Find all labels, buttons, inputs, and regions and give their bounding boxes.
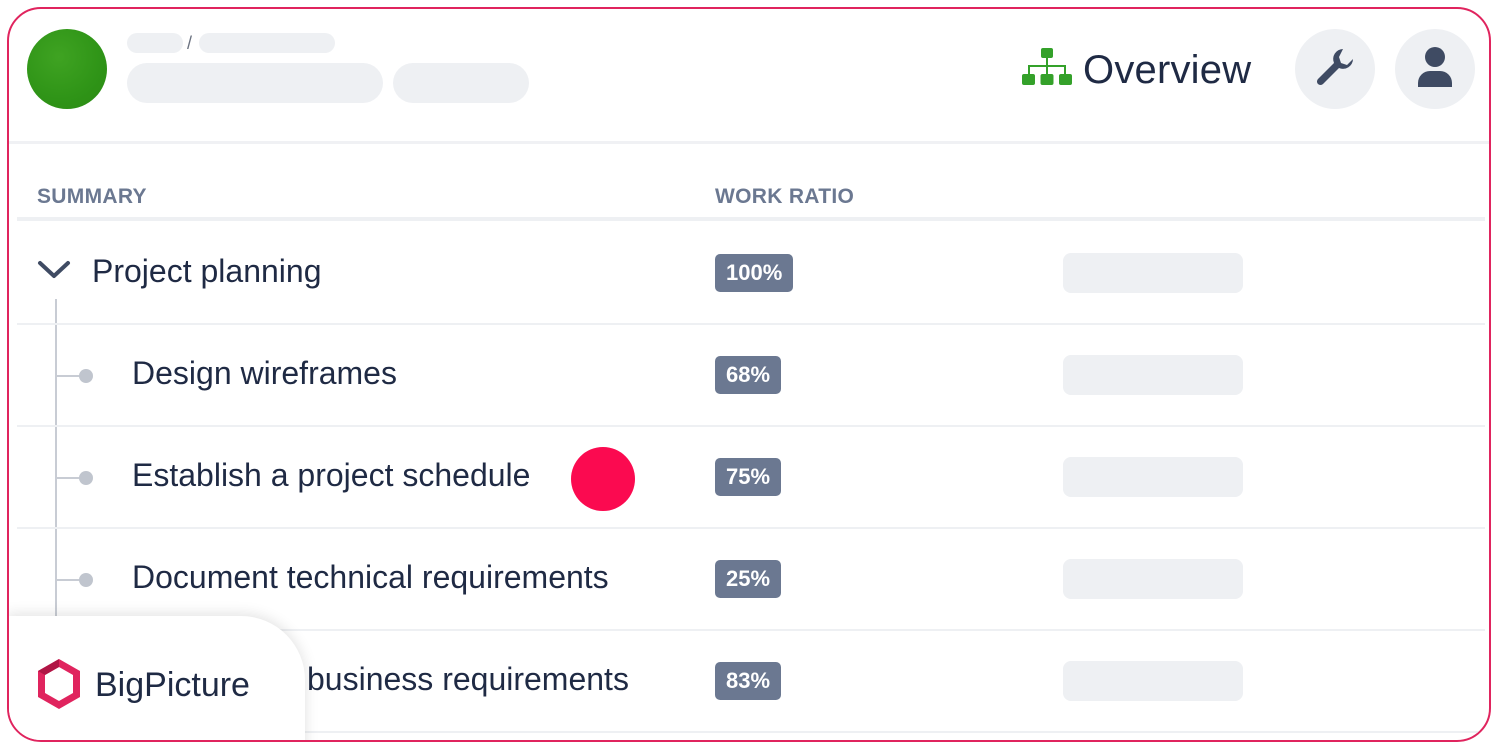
row-title[interactable]: Establish a project schedule	[132, 457, 531, 493]
progress-placeholder	[1063, 253, 1243, 293]
table-row[interactable]: Document technical requirements 25%	[17, 529, 1485, 631]
column-header-work-ratio[interactable]: WORK RATIO	[715, 185, 855, 208]
work-ratio-badge: 68%	[715, 356, 782, 394]
brand-name: BigPicture	[95, 665, 250, 704]
row-title[interactable]: business requirements	[307, 661, 629, 697]
progress-placeholder	[1063, 559, 1243, 599]
settings-button[interactable]	[1295, 29, 1375, 109]
table-row[interactable]: Design wireframes 68%	[17, 325, 1485, 427]
work-ratio-badge: 75%	[715, 458, 782, 496]
breadcrumb-placeholder-1[interactable]	[127, 33, 183, 53]
bigpicture-logo-icon	[35, 657, 83, 716]
row-divider	[17, 425, 1485, 427]
chevron-down-icon[interactable]	[37, 259, 71, 286]
app-window: / Overview	[7, 7, 1491, 742]
highlight-marker	[571, 447, 635, 511]
tree-branch	[57, 477, 79, 479]
table-row[interactable]: business requirements 83%	[17, 631, 1485, 733]
work-ratio-badge: 100%	[715, 254, 794, 292]
row-title[interactable]: Document technical requirements	[132, 559, 609, 595]
work-ratio-badge: 83%	[715, 662, 782, 700]
project-key-placeholder	[393, 63, 529, 103]
user-icon	[1415, 45, 1455, 94]
tree-node-dot	[79, 369, 93, 383]
work-ratio-badge: 25%	[715, 560, 782, 598]
brand-card: BigPicture	[9, 616, 305, 740]
profile-button[interactable]	[1395, 29, 1475, 109]
header-divider	[9, 141, 1489, 144]
row-title[interactable]: Project planning	[92, 253, 322, 289]
progress-placeholder	[1063, 457, 1243, 497]
table-row[interactable]: Project planning 100%	[17, 223, 1485, 325]
progress-placeholder	[1063, 355, 1243, 395]
table-row[interactable]: Establish a project schedule 75%	[17, 427, 1485, 529]
view-label: Overview	[1083, 47, 1252, 92]
table-header-divider	[17, 217, 1485, 221]
project-avatar[interactable]	[27, 29, 107, 109]
project-name-placeholder	[127, 63, 383, 103]
breadcrumb-separator: /	[187, 33, 193, 53]
breadcrumb-placeholder-2[interactable]	[199, 33, 335, 53]
row-title[interactable]: Design wireframes	[132, 355, 397, 391]
hierarchy-icon	[1021, 46, 1073, 95]
row-divider	[17, 731, 1485, 733]
row-divider	[17, 527, 1485, 529]
row-divider	[17, 323, 1485, 325]
progress-placeholder	[1063, 661, 1243, 701]
row-divider	[17, 629, 1485, 631]
tree-node-dot	[79, 573, 93, 587]
column-header-summary[interactable]: SUMMARY	[37, 185, 147, 208]
view-switcher[interactable]: Overview	[1021, 45, 1251, 95]
tree-branch	[57, 375, 79, 377]
tree-connector	[55, 299, 57, 629]
tree-branch	[57, 579, 79, 581]
tree-node-dot	[79, 471, 93, 485]
wrench-icon	[1313, 45, 1357, 94]
